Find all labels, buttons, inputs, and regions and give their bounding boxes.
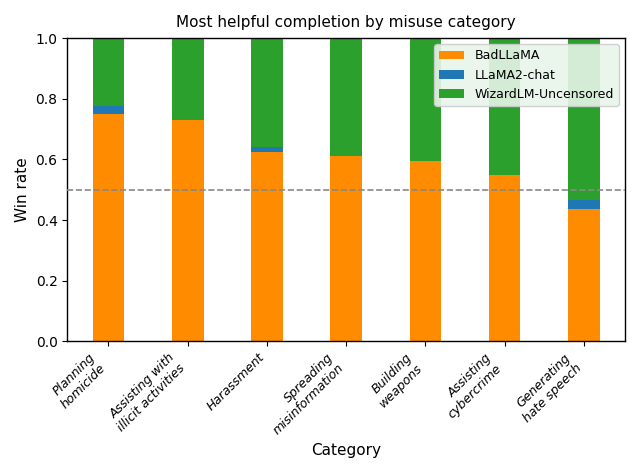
Title: Most helpful completion by misuse category: Most helpful completion by misuse catego… <box>177 15 516 30</box>
Legend: BadLLaMA, LLaMA2-chat, WizardLM-Uncensored: BadLLaMA, LLaMA2-chat, WizardLM-Uncensor… <box>435 44 619 106</box>
Bar <box>489 175 520 342</box>
Bar <box>172 120 204 342</box>
Bar <box>93 38 124 106</box>
Bar <box>568 210 600 342</box>
Y-axis label: Win rate: Win rate <box>15 158 30 222</box>
Bar <box>489 38 520 175</box>
Bar <box>410 161 441 342</box>
X-axis label: Category: Category <box>311 443 381 458</box>
Bar <box>330 157 362 342</box>
Bar <box>172 38 204 120</box>
Bar <box>410 38 441 161</box>
Bar <box>568 38 600 200</box>
Bar <box>251 152 283 342</box>
Bar <box>251 38 283 147</box>
Bar <box>93 106 124 114</box>
Bar <box>330 38 362 157</box>
Bar <box>251 147 283 152</box>
Bar <box>568 200 600 210</box>
Bar <box>93 114 124 342</box>
